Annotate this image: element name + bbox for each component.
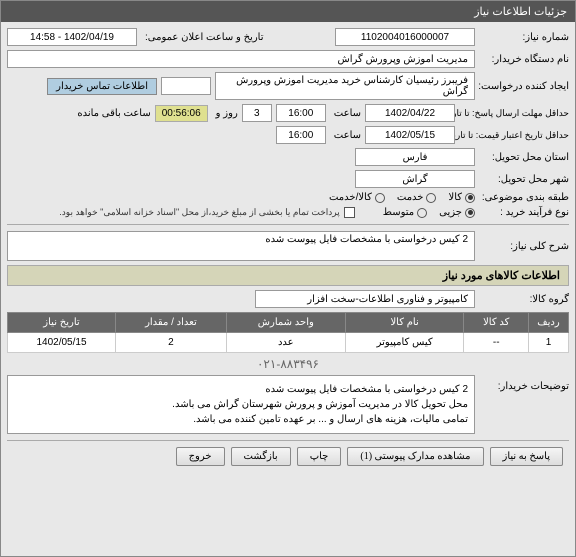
phone-partial: ۰۲۱-۸۸۳۴۹۶ bbox=[7, 357, 569, 371]
table-row[interactable]: 1 -- کیس کامپیوتر عدد 2 1402/05/15 bbox=[8, 333, 569, 353]
buyer-org-field: مدیریت اموزش وپرورش گراش bbox=[7, 50, 475, 68]
buyer-note-line2: محل تحویل کالا در مدیریت آموزش و پرورش ش… bbox=[14, 397, 468, 412]
radio-medium-label: متوسط bbox=[383, 207, 414, 218]
day-and-label: روز و bbox=[212, 108, 238, 119]
window-title: جزئیات اطلاعات نیاز bbox=[474, 6, 567, 18]
purchase-radio-group: جزیی متوسط bbox=[383, 207, 475, 218]
deadline-label: حداقل مهلت ارسال پاسخ: تا تاریخ: bbox=[459, 108, 569, 119]
goods-group-field: کامپیوتر و فناوری اطلاعات-سخت افزار bbox=[255, 290, 475, 308]
time-remaining-label: ساعت باقی مانده bbox=[73, 108, 150, 119]
need-summary-field: 2 کیس درخواستی با مشخصات فایل پیوست شده bbox=[7, 231, 475, 261]
requester-label: ایجاد کننده درخواست: bbox=[479, 81, 569, 92]
need-number-label: شماره نیاز: bbox=[479, 32, 569, 43]
buyer-note-line3: تمامی مالیات، هزینه های ارسال و ... بر ع… bbox=[14, 412, 468, 427]
hour-label-1: ساعت bbox=[330, 108, 361, 119]
deadline-date-field: 1402/04/22 bbox=[365, 104, 455, 122]
th-row: ردیف bbox=[529, 313, 569, 333]
button-bar: پاسخ به نیاز مشاهده مدارک پیوستی (1) چاپ… bbox=[7, 440, 569, 472]
radio-both[interactable]: کالا/خدمت bbox=[329, 192, 385, 203]
validity-time-field: 16:00 bbox=[276, 126, 326, 144]
need-number-field: 1102004016000007 bbox=[335, 28, 475, 46]
th-qty: تعداد / مقدار bbox=[115, 313, 226, 333]
treasury-checkbox[interactable] bbox=[344, 207, 355, 218]
announce-datetime-field: 1402/04/19 - 14:58 bbox=[7, 28, 137, 46]
subject-class-label: طبقه بندی موضوعی: bbox=[479, 192, 569, 203]
buyer-notes-label: توضیحات خریدار: bbox=[479, 375, 569, 392]
th-name: نام کالا bbox=[345, 313, 464, 333]
radio-dot-icon bbox=[375, 193, 385, 203]
cell-code: -- bbox=[464, 333, 529, 353]
radio-service[interactable]: خدمت bbox=[397, 192, 437, 203]
print-button[interactable]: چاپ bbox=[297, 447, 342, 466]
cell-unit: عدد bbox=[226, 333, 345, 353]
th-date: تاریخ نیاز bbox=[8, 313, 116, 333]
radio-minor[interactable]: جزیی bbox=[439, 207, 475, 218]
radio-both-label: کالا/خدمت bbox=[329, 192, 372, 203]
radio-minor-label: جزیی bbox=[439, 207, 462, 218]
attachments-button[interactable]: مشاهده مدارک پیوستی (1) bbox=[347, 447, 483, 466]
hour-label-2: ساعت bbox=[330, 130, 361, 141]
items-section-header: اطلاعات کالاهای مورد نیاز bbox=[7, 265, 569, 286]
province-label: استان محل تحویل: bbox=[479, 152, 569, 163]
contact-info-badge[interactable]: اطلاعات تماس خریدار bbox=[47, 78, 157, 95]
radio-goods-label: کالا bbox=[448, 192, 462, 203]
buyer-notes-box: 2 کیس درخواستی با مشخصات فایل پیوست شده … bbox=[7, 375, 475, 434]
requester-field: فریبرز رئیسیان کارشناس خرید مدیریت اموزش… bbox=[215, 72, 475, 100]
city-field: گراش bbox=[355, 170, 475, 188]
cell-date: 1402/05/15 bbox=[8, 333, 116, 353]
radio-goods[interactable]: کالا bbox=[448, 192, 475, 203]
cell-name: کیس کامپیوتر bbox=[345, 333, 464, 353]
title-bar: جزئیات اطلاعات نیاز bbox=[1, 1, 575, 22]
goods-group-label: گروه کالا: bbox=[479, 294, 569, 305]
city-label: شهر محل تحویل: bbox=[479, 174, 569, 185]
province-field: فارس bbox=[355, 148, 475, 166]
window: جزئیات اطلاعات نیاز شماره نیاز: 11020040… bbox=[0, 0, 576, 557]
payment-note: پرداخت تمام یا بخشی از مبلغ خرید،از محل … bbox=[59, 207, 339, 218]
radio-medium[interactable]: متوسط bbox=[383, 207, 427, 218]
respond-button[interactable]: پاسخ به نیاز bbox=[490, 447, 564, 466]
cell-qty: 2 bbox=[115, 333, 226, 353]
contact-value-field bbox=[161, 77, 211, 95]
back-button[interactable]: بازگشت bbox=[231, 447, 291, 466]
purchase-type-label: نوع فرآیند خرید : bbox=[479, 207, 569, 218]
radio-dot-icon bbox=[426, 193, 436, 203]
items-table: ردیف کد کالا نام کالا واحد شمارش تعداد /… bbox=[7, 312, 569, 353]
content-area: شماره نیاز: 1102004016000007 تاریخ و ساع… bbox=[1, 22, 575, 478]
buyer-note-line1: 2 کیس درخواستی با مشخصات فایل پیوست شده bbox=[14, 382, 468, 397]
cell-row: 1 bbox=[529, 333, 569, 353]
radio-dot-icon bbox=[465, 193, 475, 203]
th-code: کد کالا bbox=[464, 313, 529, 333]
validity-date-field: 1402/05/15 bbox=[365, 126, 455, 144]
days-field: 3 bbox=[242, 104, 272, 122]
radio-dot-icon bbox=[465, 208, 475, 218]
need-summary-label: شرح کلی نیاز: bbox=[479, 241, 569, 252]
timer-field: 00:56:06 bbox=[155, 105, 208, 122]
th-unit: واحد شمارش bbox=[226, 313, 345, 333]
announce-datetime-label: تاریخ و ساعت اعلان عمومی: bbox=[141, 32, 264, 43]
exit-button[interactable]: خروج bbox=[176, 447, 225, 466]
subject-radio-group: کالا خدمت کالا/خدمت bbox=[329, 192, 475, 203]
validity-label: حداقل تاریخ اعتبار قیمت: تا تاریخ: bbox=[459, 130, 569, 141]
radio-service-label: خدمت bbox=[397, 192, 424, 203]
radio-dot-icon bbox=[417, 208, 427, 218]
buyer-org-label: نام دستگاه خریدار: bbox=[479, 54, 569, 65]
deadline-time-field: 16:00 bbox=[276, 104, 326, 122]
